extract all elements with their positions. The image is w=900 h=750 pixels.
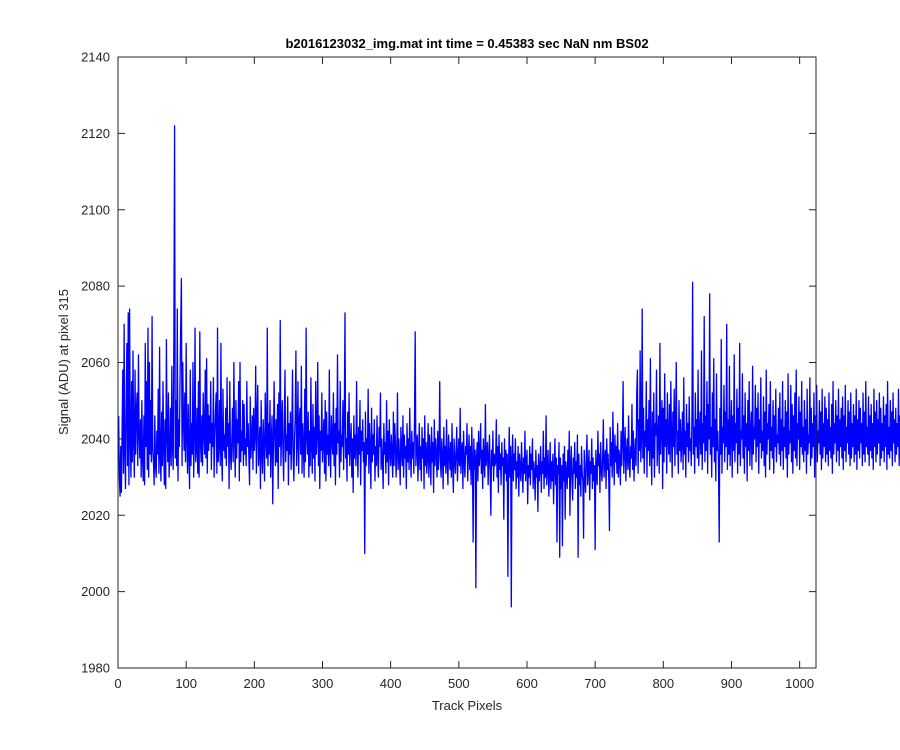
x-tick-label: 100 [175, 676, 197, 691]
x-tick-label: 400 [380, 676, 402, 691]
chart-title: b2016123032_img.mat int time = 0.45383 s… [285, 36, 648, 51]
x-tick-label: 600 [516, 676, 538, 691]
x-tick-label: 1000 [785, 676, 814, 691]
y-tick-label: 2120 [81, 126, 110, 141]
y-tick-label: 2020 [81, 508, 110, 523]
x-tick-label: 500 [448, 676, 470, 691]
series-lines [118, 125, 900, 608]
series-line [118, 125, 900, 608]
x-tick-label: 800 [652, 676, 674, 691]
y-tick-label: 2000 [81, 584, 110, 599]
x-tick-label: 300 [312, 676, 334, 691]
y-tick-label: 1980 [81, 661, 110, 676]
ticks: 0 100 200 300 400 500 600 700 800 900 1000 1980 2000… [81, 50, 816, 691]
x-tick-label: 200 [243, 676, 265, 691]
plot-area [118, 57, 816, 668]
y-tick-label: 2060 [81, 355, 110, 370]
y-tick-label: 2040 [81, 431, 110, 446]
y-tick-label: 2140 [81, 50, 110, 65]
x-tick-label: 900 [721, 676, 743, 691]
x-tick-label: 700 [584, 676, 606, 691]
y-tick-label: 2100 [81, 202, 110, 217]
x-axis-label: Track Pixels [432, 698, 503, 713]
axes-box [117, 56, 817, 669]
x-tick-label: 0 [114, 676, 121, 691]
y-tick-label: 2080 [81, 279, 110, 294]
y-axis-label: Signal (ADU) at pixel 315 [56, 289, 71, 435]
